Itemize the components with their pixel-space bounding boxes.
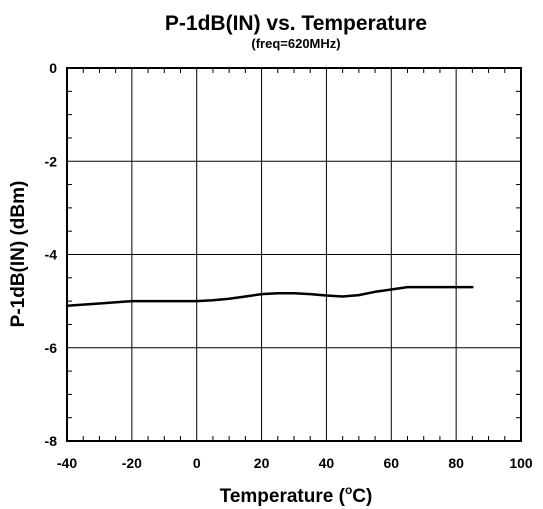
- series-line: [65, 285, 474, 308]
- plot-frame: [66, 67, 522, 442]
- x-tick-label: 100: [509, 455, 533, 471]
- x-tick-label: 60: [383, 455, 399, 471]
- x-axis-label: Temperature (oC): [220, 483, 373, 507]
- x-tick-label: 40: [319, 455, 335, 471]
- y-tick-labels: -8 -6 -4 -2 0: [45, 60, 58, 449]
- y-tick-label: -8: [45, 433, 58, 449]
- y-tick-label: 0: [49, 60, 57, 76]
- x-tick-label: 0: [193, 455, 201, 471]
- y-tick-label: -2: [45, 153, 58, 169]
- series-layer: [65, 285, 474, 308]
- y-axis-label: P-1dB(IN) (dBm): [8, 181, 29, 328]
- x-tick-label: 20: [254, 455, 270, 471]
- grid: [66, 67, 522, 442]
- x-tick-label: -20: [122, 455, 142, 471]
- x-axis-label-unit: C): [352, 486, 372, 507]
- x-tick-label: 80: [448, 455, 464, 471]
- y-tick-label: -4: [45, 247, 58, 263]
- x-axis-label-main: Temperature (: [220, 486, 346, 507]
- y-tick-label: -6: [45, 340, 58, 356]
- x-tick-labels: -40 -20 0 20 40 60 80 100: [57, 455, 533, 471]
- chart-title: P-1dB(IN) vs. Temperature: [165, 12, 427, 35]
- chart-subtitle: (freq=620MHz): [251, 36, 340, 51]
- x-axis-label-degree: o: [345, 483, 352, 497]
- x-tick-label: -40: [57, 455, 77, 471]
